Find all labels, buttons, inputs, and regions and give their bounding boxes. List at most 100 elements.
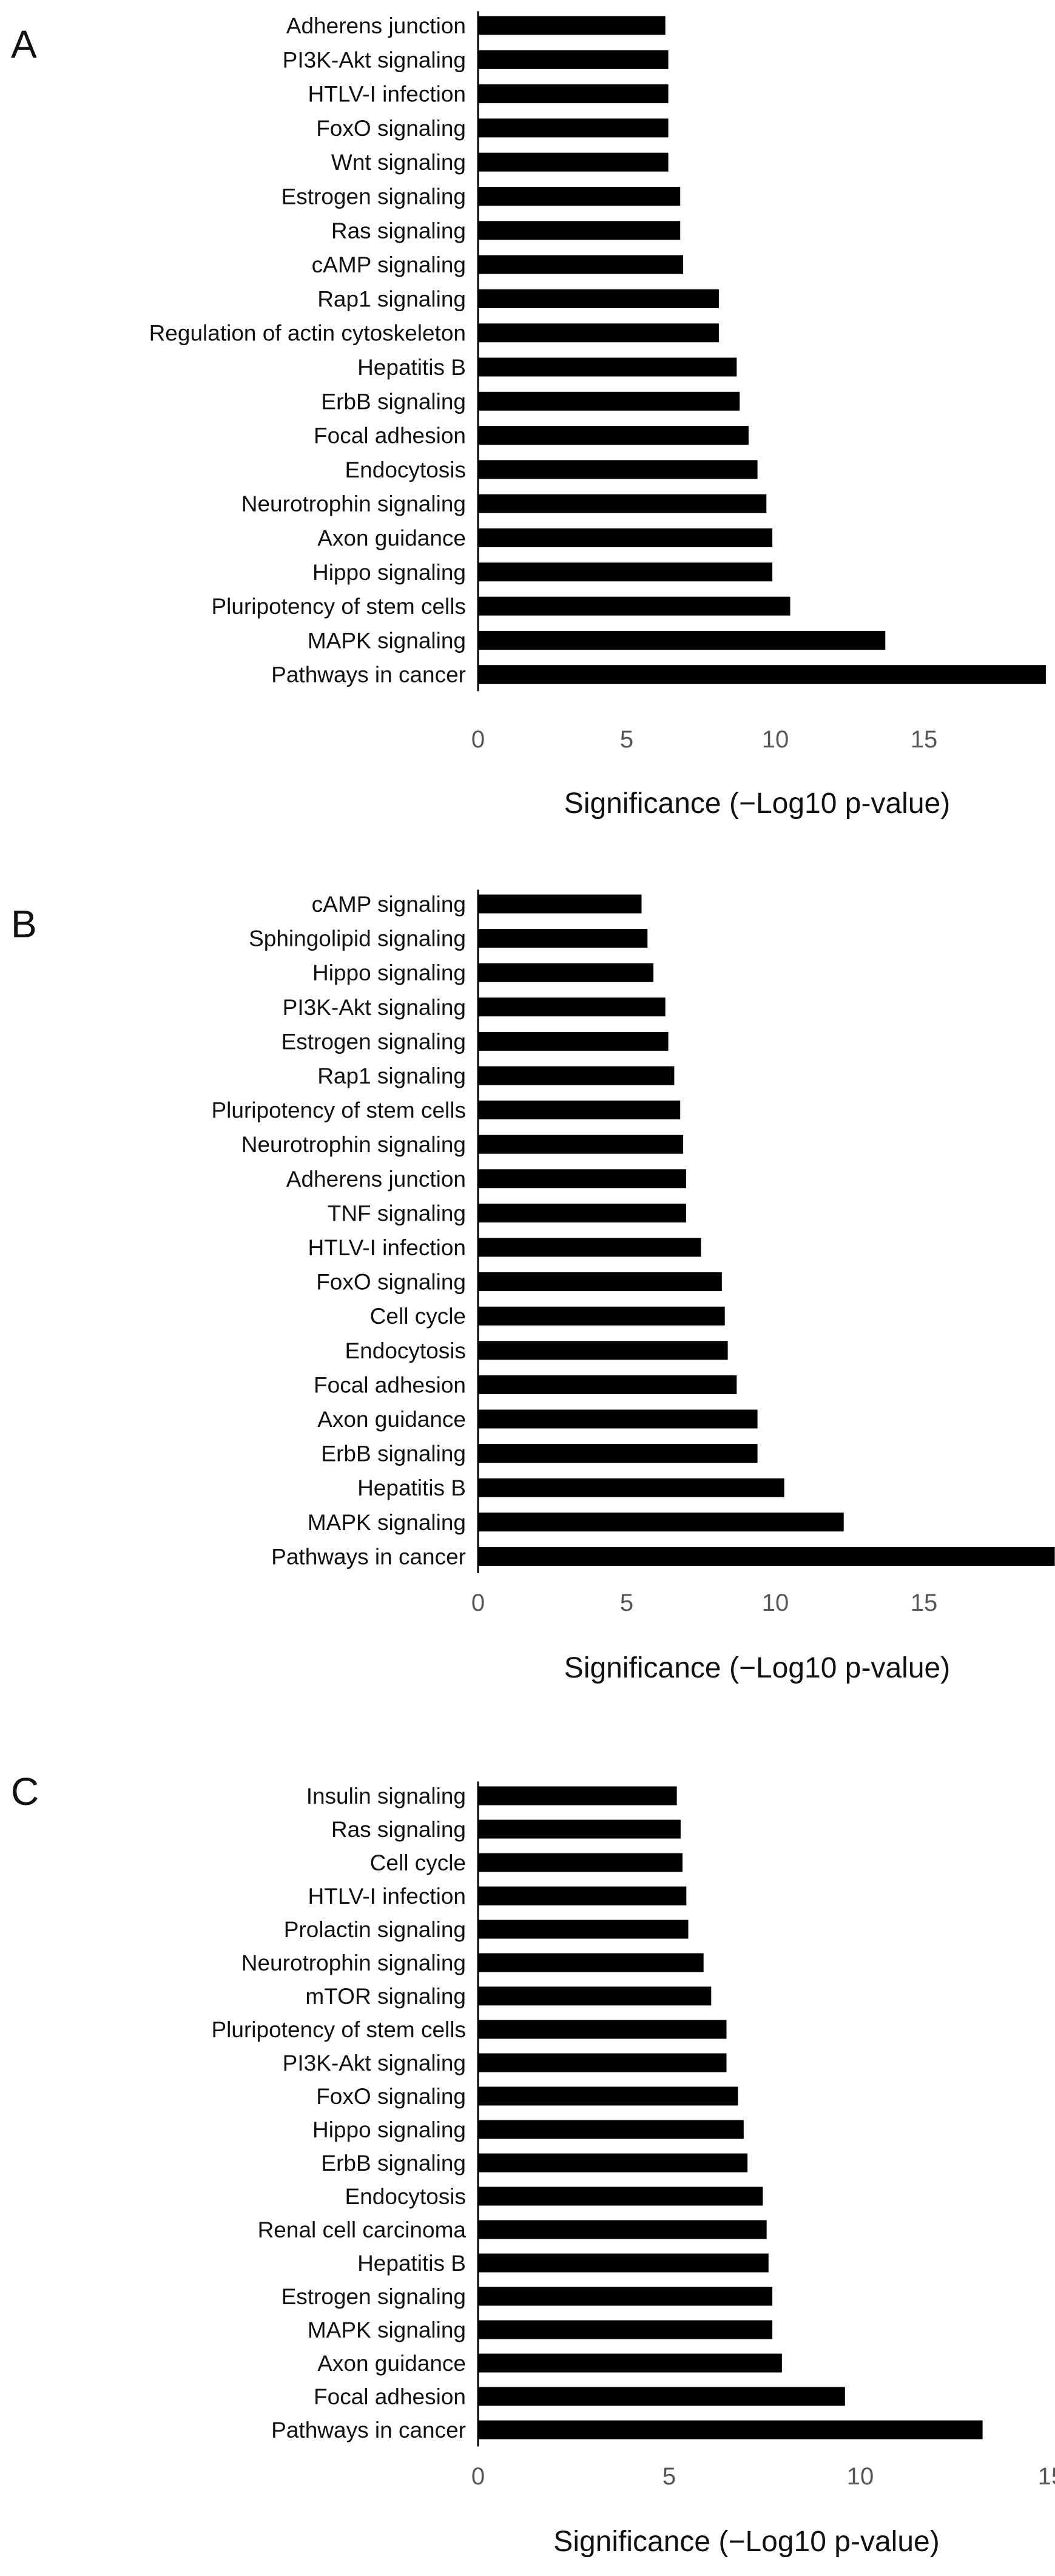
panel-c-category-label-hippo-signaling: Hippo signaling	[312, 2117, 466, 2142]
panel-b-bar-pi3k-akt-signaling	[478, 997, 666, 1017]
panel-b-bar-axon-guidance	[478, 1409, 758, 1429]
panel-a-bar-mapk-signaling	[478, 630, 886, 650]
panel-c-bar-cell-cycle	[478, 1853, 683, 1872]
panel-a-bar-axon-guidance	[478, 528, 773, 547]
panel-b-bar-tnf-signaling	[478, 1203, 686, 1222]
panel-b-bar-hepatitis-b	[478, 1478, 784, 1497]
panel-b-category-label-sphingolipid-signaling: Sphingolipid signaling	[249, 926, 466, 951]
panel-c-category-label-endocytosis: Endocytosis	[345, 2184, 467, 2209]
panel-b-bar-camp-signaling	[478, 894, 642, 914]
panel-b-category-label-foxo-signaling: FoxO signaling	[316, 1270, 466, 1295]
panel-c-category-label-prolactin-signaling: Prolactin signaling	[284, 1917, 466, 1942]
panel-c-category-label-neurotrophin-signaling: Neurotrophin signaling	[241, 1951, 466, 1975]
panel-c-category-label-htlv-i-infection: HTLV-I infection	[308, 1884, 466, 1909]
panel-b-category-label-axon-guidance: Axon guidance	[317, 1407, 466, 1432]
panel-a-category-label-camp-signaling: cAMP signaling	[312, 252, 466, 277]
panel-a-category-label-ras-signaling: Ras signaling	[331, 218, 466, 243]
panel-b-category-label-tnf-signaling: TNF signaling	[328, 1201, 466, 1226]
panel-c-bar-prolactin-signaling	[478, 1920, 689, 1939]
panel-b-bar-focal-adhesion	[478, 1375, 737, 1394]
panel-a-bar-camp-signaling	[478, 255, 684, 274]
panel-a-category-label-hepatitis-b: Hepatitis B	[357, 355, 466, 380]
panel-a-bar-hepatitis-b	[478, 357, 737, 377]
panel-b-x-tick-10: 10	[762, 1590, 789, 1616]
panel-a-category-label-focal-adhesion: Focal adhesion	[314, 423, 466, 448]
panel-b-bar-endocytosis	[478, 1341, 728, 1360]
panel-b-category-label-pluripotency-of-stem-cells: Pluripotency of stem cells	[211, 1098, 466, 1123]
panel-c-category-label-insulin-signaling: Insulin signaling	[306, 1784, 466, 1809]
panel-b-x-tick-0: 0	[471, 1590, 485, 1616]
panel-b-category-label-adherens-junction: Adherens junction	[286, 1167, 466, 1192]
panel-b-category-label-camp-signaling: cAMP signaling	[312, 892, 466, 917]
panel-a-category-label-adherens-junction: Adherens junction	[286, 13, 466, 38]
panel-c-bar-mtor-signaling	[478, 1986, 712, 2006]
panel-b-category-label-neurotrophin-signaling: Neurotrophin signaling	[241, 1132, 466, 1157]
panel-c-category-label-cell-cycle: Cell cycle	[370, 1850, 466, 1875]
panel-c-category-label-axon-guidance: Axon guidance	[317, 2351, 466, 2376]
panel-a-bar-estrogen-signaling	[478, 187, 681, 206]
panel-a-category-label-rap1-signaling: Rap1 signaling	[317, 286, 466, 311]
panel-b-category-label-hepatitis-b: Hepatitis B	[357, 1475, 466, 1500]
panel-a-bar-hippo-signaling	[478, 562, 773, 582]
panel-c-bar-axon-guidance	[478, 2353, 782, 2373]
panel-b-bar-sphingolipid-signaling	[478, 929, 648, 948]
panel-a-category-label-mapk-signaling: MAPK signaling	[308, 628, 466, 653]
panel-a-category-label-endocytosis: Endocytosis	[345, 457, 467, 482]
panel-a-bar-focal-adhesion	[478, 426, 749, 445]
panel-a-category-label-hippo-signaling: Hippo signaling	[312, 560, 466, 585]
panel-a-bar-pathways-in-cancer	[478, 665, 1046, 684]
panel-a-bar-neurotrophin-signaling	[478, 494, 767, 513]
panel-c-bar-endocytosis	[478, 2187, 763, 2206]
panel-b-category-label-erbb-signaling: ErbB signaling	[321, 1441, 466, 1466]
panel-c-category-label-mtor-signaling: mTOR signaling	[305, 1984, 466, 2009]
panel-label-a: A	[11, 22, 37, 66]
panel-b-x-tick-15: 15	[911, 1590, 938, 1616]
panel-a-x-axis-title: Significance (−Log10 p-value)	[564, 787, 950, 820]
panel-b-bar-erbb-signaling	[478, 1444, 758, 1463]
panel-a-bar-erbb-signaling	[478, 391, 740, 411]
panel-c-bar-insulin-signaling	[478, 1786, 677, 1806]
panel-c-x-tick-15: 15	[1038, 2463, 1055, 2490]
panel-a-category-label-foxo-signaling: FoxO signaling	[316, 116, 466, 141]
panel-c-bar-ras-signaling	[478, 1819, 681, 1839]
panel-b-category-label-estrogen-signaling: Estrogen signaling	[281, 1029, 466, 1054]
panel-b-bar-neurotrophin-signaling	[478, 1135, 684, 1154]
panel-c-category-label-erbb-signaling: ErbB signaling	[321, 2151, 466, 2176]
panel-a-category-label-axon-guidance: Axon guidance	[317, 526, 466, 551]
panel-a-category-label-estrogen-signaling: Estrogen signaling	[281, 184, 466, 209]
panel-b-category-label-hippo-signaling: Hippo signaling	[312, 960, 466, 985]
panel-c-category-label-hepatitis-b: Hepatitis B	[357, 2251, 466, 2276]
panel-c-x-tick-5: 5	[662, 2463, 676, 2490]
panel-a-bar-wnt-signaling	[478, 152, 669, 172]
panel-c-bar-neurotrophin-signaling	[478, 1953, 704, 1972]
panel-a-category-label-pi3k-akt-signaling: PI3K-Akt signaling	[283, 47, 466, 72]
panel-c-chart: Insulin signaling Ras signaling Cell cycle…	[211, 1781, 1055, 2558]
panel-b-category-label-mapk-signaling: MAPK signaling	[308, 1510, 466, 1535]
panel-c-x-tick-10: 10	[847, 2463, 874, 2490]
panel-b-category-label-pi3k-akt-signaling: PI3K-Akt signaling	[283, 995, 466, 1020]
panel-a-bar-endocytosis	[478, 460, 758, 479]
panel-c-bar-focal-adhesion	[478, 2387, 845, 2406]
panel-c-category-label-pathways-in-cancer: Pathways in cancer	[271, 2418, 466, 2443]
panel-c-x-axis-title: Significance (−Log10 p-value)	[553, 2526, 939, 2558]
panel-c-category-label-pluripotency-of-stem-cells: Pluripotency of stem cells	[211, 2017, 466, 2042]
panel-b-bar-hippo-signaling	[478, 963, 654, 982]
panel-b-bar-cell-cycle	[478, 1306, 725, 1326]
panel-a-x-tick-10: 10	[762, 726, 789, 753]
panel-a-bar-pluripotency-of-stem-cells	[478, 596, 790, 616]
panel-a-bar-adherens-junction	[478, 16, 666, 35]
panel-c-bar-hippo-signaling	[478, 2120, 744, 2139]
panel-c-category-label-estrogen-signaling: Estrogen signaling	[281, 2284, 466, 2309]
panel-a-bar-pi3k-akt-signaling	[478, 50, 669, 69]
panel-label-c: C	[11, 1770, 39, 1813]
panel-b-bar-foxo-signaling	[478, 1272, 722, 1292]
panel-a-bar-regulation-of-actin-cytoskeleton	[478, 323, 719, 343]
panel-b-category-label-pathways-in-cancer: Pathways in cancer	[271, 1544, 466, 1569]
panel-c-category-label-focal-adhesion: Focal adhesion	[314, 2384, 466, 2409]
panel-a-bar-rap1-signaling	[478, 289, 719, 308]
panel-c-bar-erbb-signaling	[478, 2153, 748, 2173]
panel-a-x-tick-0: 0	[471, 726, 485, 753]
panel-a-category-label-regulation-of-actin-cytoskeleton: Regulation of actin cytoskeleton	[149, 321, 466, 346]
panel-a-category-label-neurotrophin-signaling: Neurotrophin signaling	[241, 491, 466, 516]
